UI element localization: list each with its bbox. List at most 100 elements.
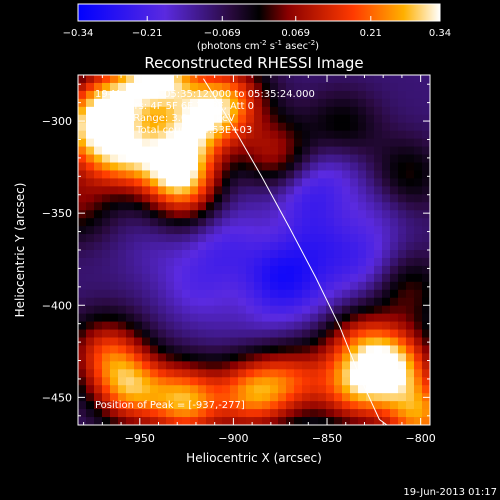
- heatmap-cell: [382, 186, 391, 195]
- heatmap-cell: [198, 178, 207, 187]
- heatmap-cell: [158, 202, 167, 211]
- heatmap-cell: [86, 122, 95, 132]
- heatmap-cell: [182, 242, 191, 251]
- heatmap-cell: [102, 178, 111, 187]
- heatmap-cell: [134, 377, 143, 386]
- heatmap-cell: [142, 218, 151, 227]
- heatmap-cell: [174, 75, 183, 84]
- heatmap-cell: [414, 369, 423, 378]
- heatmap-cell: [422, 186, 430, 195]
- heatmap-cell: [94, 361, 103, 370]
- heatmap-cell: [382, 417, 391, 425]
- heatmap-cell: [222, 337, 231, 347]
- heatmap-cell: [230, 265, 239, 275]
- heatmap-cell: [94, 146, 103, 156]
- heatmap-cell: [406, 393, 415, 402]
- heatmap-cell: [190, 154, 199, 164]
- heatmap-cell: [406, 329, 415, 339]
- heatmap-cell: [382, 146, 391, 156]
- heatmap-cell: [302, 345, 311, 354]
- heatmap-cell: [118, 337, 127, 347]
- heatmap-cell: [358, 353, 367, 362]
- heatmap-cell: [358, 114, 367, 124]
- heatmap-cell: [366, 90, 375, 100]
- heatmap-cell: [414, 281, 423, 291]
- heatmap-cell: [158, 250, 167, 259]
- heatmap-cell: [406, 265, 415, 275]
- heatmap-cell: [262, 281, 271, 291]
- heatmap-cell: [198, 90, 207, 100]
- heatmap-cell: [398, 122, 407, 132]
- heatmap-cell: [254, 106, 263, 116]
- heatmap-cell: [102, 114, 111, 124]
- heatmap-cell: [326, 210, 335, 219]
- heatmap-cell: [126, 138, 135, 148]
- heatmap-cell: [390, 130, 399, 140]
- heatmap-cell: [118, 417, 127, 425]
- heatmap-cell: [214, 194, 223, 203]
- heatmap-cell: [270, 138, 279, 148]
- heatmap-cell: [206, 361, 215, 370]
- heatmap-cell: [182, 75, 191, 84]
- heatmap-cell: [374, 186, 383, 195]
- heatmap-cell: [326, 242, 335, 251]
- heatmap-cell: [342, 377, 351, 386]
- heatmap-cell: [142, 114, 151, 124]
- heatmap-cell: [198, 297, 207, 307]
- heatmap-cell: [262, 130, 271, 140]
- heatmap-cell: [414, 114, 423, 124]
- heatmap-cell: [254, 234, 263, 243]
- heatmap-cell: [86, 194, 95, 203]
- heatmap-cell: [350, 329, 359, 339]
- heatmap-cell: [326, 202, 335, 211]
- heatmap-cell: [422, 170, 430, 179]
- heatmap-cell: [102, 210, 111, 219]
- heatmap-cell: [310, 337, 319, 347]
- heatmap-cell: [398, 210, 407, 219]
- heatmap-cell: [166, 361, 175, 370]
- heatmap-cell: [294, 313, 303, 323]
- heatmap-cell: [422, 329, 430, 339]
- heatmap-cell: [190, 146, 199, 156]
- heatmap-cell: [126, 361, 135, 370]
- heatmap-cell: [110, 321, 119, 331]
- heatmap-cell: [214, 401, 223, 410]
- heatmap-cell: [102, 130, 111, 140]
- heatmap-cell: [262, 218, 271, 227]
- heatmap-cell: [126, 106, 135, 116]
- heatmap-cell: [374, 337, 383, 347]
- heatmap-cell: [118, 273, 127, 283]
- heatmap-cell: [222, 210, 231, 219]
- heatmap-cell: [334, 369, 343, 378]
- heatmap-cell: [278, 218, 287, 227]
- heatmap-cell: [126, 154, 135, 164]
- heatmap-cell: [334, 345, 343, 354]
- heatmap-cell: [110, 75, 119, 84]
- heatmap-cell: [310, 178, 319, 187]
- heatmap-cell: [398, 305, 407, 315]
- heatmap-cell: [166, 265, 175, 275]
- heatmap-cell: [254, 353, 263, 362]
- heatmap-cell: [278, 154, 287, 164]
- heatmap-cell: [158, 146, 167, 156]
- heatmap-cell: [342, 218, 351, 227]
- heatmap-cell: [334, 170, 343, 179]
- heatmap-cell: [94, 377, 103, 386]
- heatmap-cell: [102, 345, 111, 354]
- heatmap-cell: [214, 234, 223, 243]
- heatmap-cell: [374, 393, 383, 402]
- heatmap-cell: [390, 417, 399, 425]
- heatmap-cell: [110, 162, 119, 172]
- heatmap-cell: [134, 321, 143, 331]
- heatmap-cell: [118, 218, 127, 227]
- heatmap-cell: [238, 130, 247, 140]
- heatmap-cell: [358, 194, 367, 203]
- heatmap-cell: [94, 178, 103, 187]
- heatmap-cell: [270, 170, 279, 179]
- heatmap-cell: [142, 409, 151, 418]
- heatmap-cell: [318, 265, 327, 275]
- heatmap-cell: [254, 257, 263, 267]
- heatmap-cell: [118, 313, 127, 323]
- heatmap-cell: [318, 305, 327, 315]
- heatmap-cell: [182, 202, 191, 211]
